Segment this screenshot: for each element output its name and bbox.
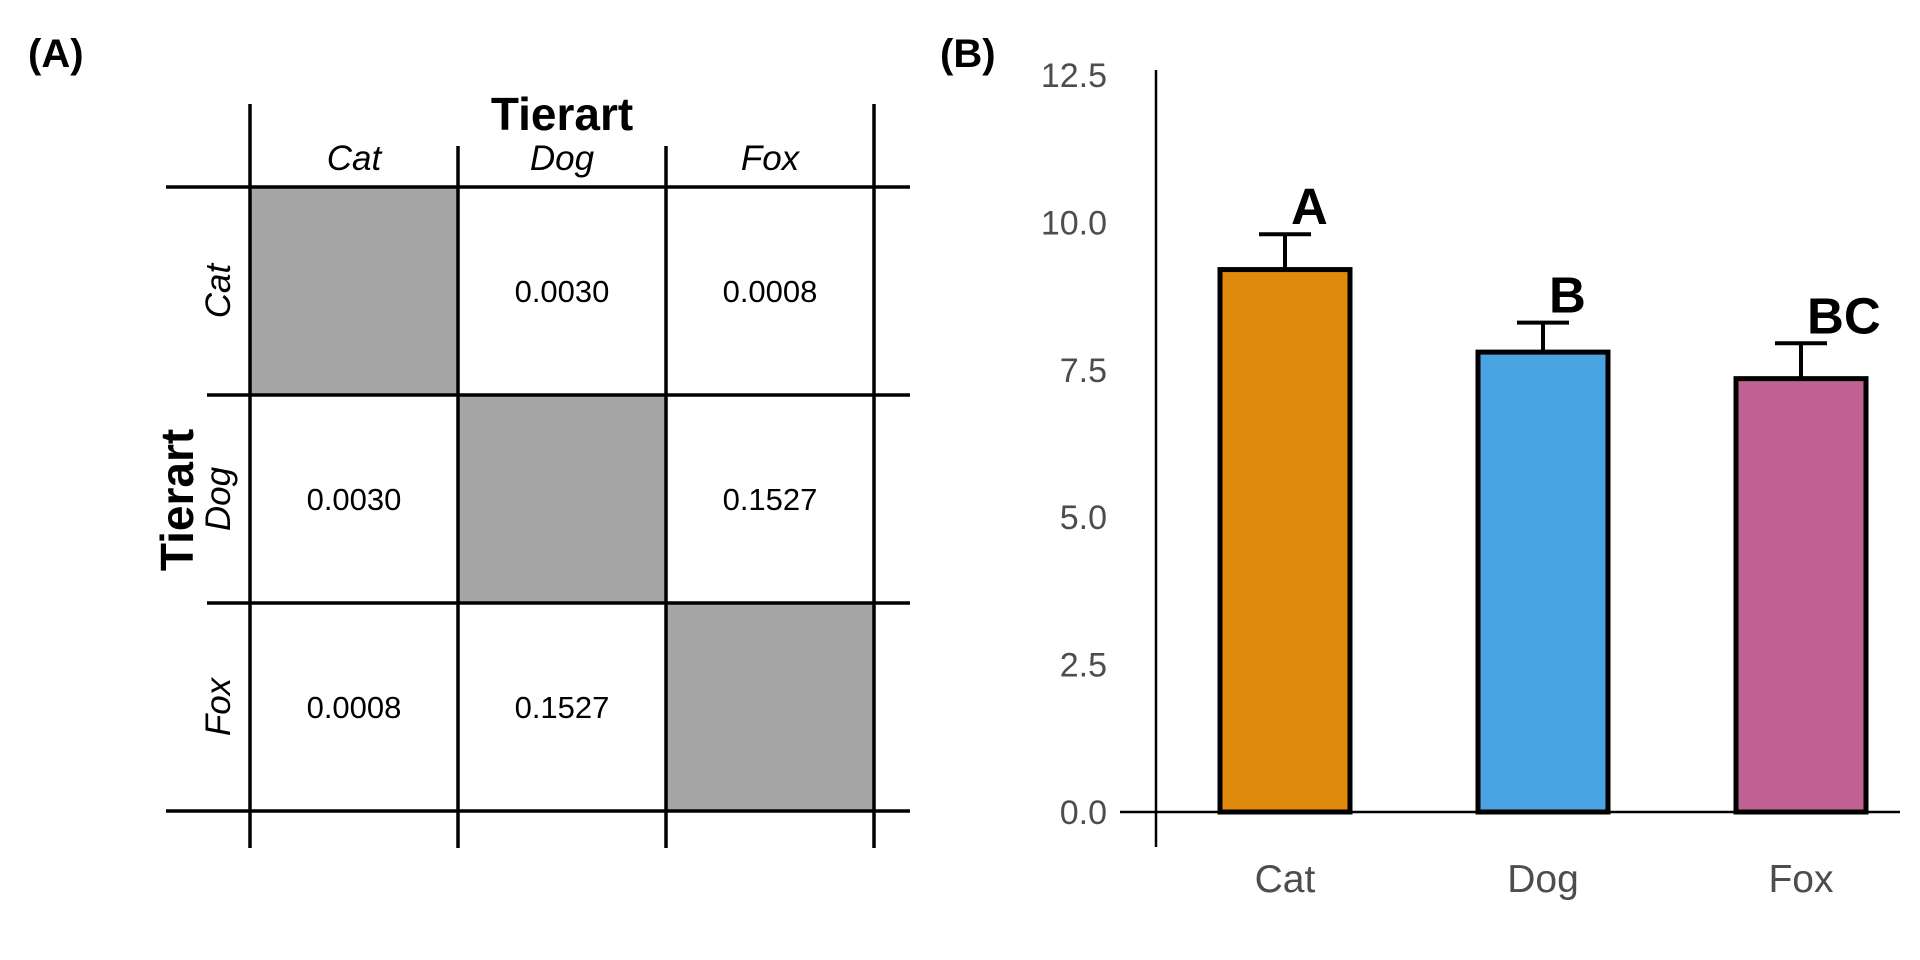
y-tick-label: 7.5 [1060, 352, 1107, 390]
column-header: Cat [327, 139, 383, 178]
column-header: Dog [530, 139, 595, 178]
row-header: Dog [199, 466, 238, 531]
panel-b-label: (B) [940, 32, 996, 76]
y-tick-label: 5.0 [1060, 499, 1107, 537]
bar-chart-panel: (B) 0.0 2.5 5.0 7.5 10.0 12.5 Cat A Dog B Fox BC [940, 32, 1900, 901]
table-cell-value: 0.0008 [723, 274, 818, 309]
table-cell-value: 0.1527 [723, 482, 818, 517]
x-category-label: Dog [1507, 858, 1579, 901]
significance-letter: B [1549, 267, 1586, 324]
column-header: Fox [741, 139, 801, 178]
x-category-label: Fox [1768, 858, 1834, 901]
bar [1475, 349, 1611, 815]
row-axis-title: Tierart [151, 429, 203, 571]
column-axis-title: Tierart [491, 88, 633, 140]
chart-bars: Cat A Dog B Fox BC [1217, 178, 1881, 901]
significance-letter: A [1291, 178, 1328, 235]
y-tick-label: 0.0 [1060, 794, 1107, 832]
y-tick-label: 12.5 [1041, 57, 1107, 95]
table-text: Cat Dog Fox Cat Dog Fox 0.0030 0.0008 0.0030 0.15… [199, 139, 817, 736]
bar [1733, 376, 1869, 815]
table-cell-value: 0.1527 [515, 690, 610, 725]
diagonal-cell [666, 603, 874, 811]
row-header: Cat [199, 262, 238, 318]
diagonal-cell [458, 395, 666, 603]
bar [1217, 267, 1353, 815]
y-tick-label: 2.5 [1060, 647, 1107, 685]
y-tick-label: 10.0 [1041, 204, 1107, 242]
panel-a-label: (A) [28, 32, 84, 76]
row-header: Fox [199, 676, 238, 736]
table-cell-value: 0.0030 [307, 482, 402, 517]
table-cell-value: 0.0030 [515, 274, 610, 309]
table-cell-value: 0.0008 [307, 690, 402, 725]
diagonal-cell [250, 187, 458, 395]
table-grid [166, 104, 910, 848]
pairwise-table-panel: (A) Tierart Tierart Cat Dog Fox Cat Dog Fox 0.… [28, 32, 910, 848]
significance-letter: BC [1807, 287, 1881, 344]
x-category-label: Cat [1255, 858, 1316, 901]
